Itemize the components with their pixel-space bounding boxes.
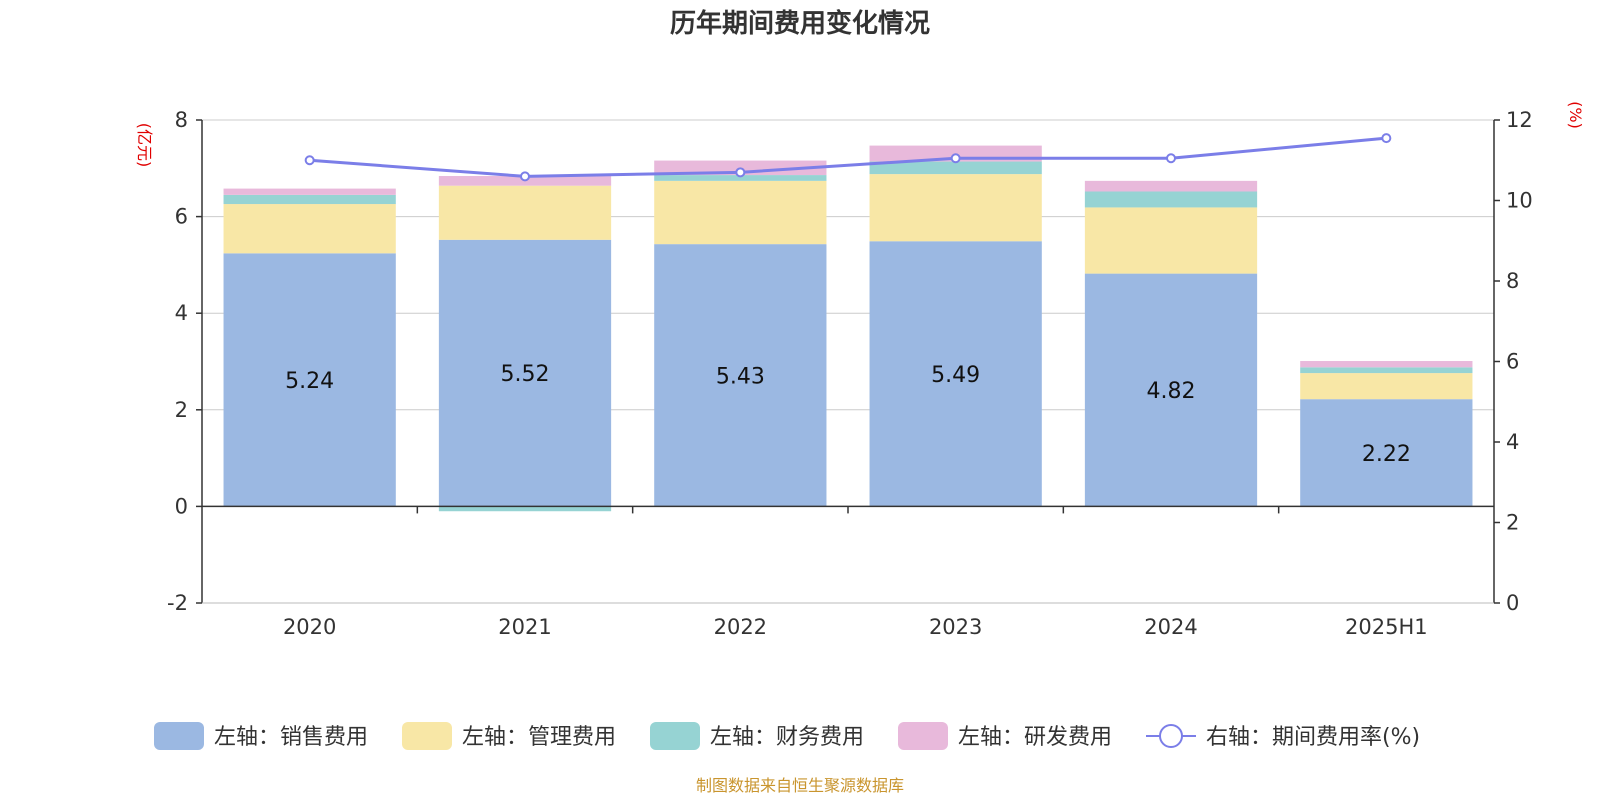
bars — [223, 145, 1473, 512]
bar-segment-2 — [654, 180, 827, 245]
bar-data-label: 5.43 — [716, 364, 765, 389]
bar-segment-4 — [1300, 361, 1473, 368]
category-label: 2024 — [1144, 615, 1197, 639]
right-tick-label: 2 — [1506, 511, 1519, 535]
legend-swatch-2 — [402, 722, 452, 750]
chart-title: 历年期间费用变化情况 — [670, 8, 930, 39]
bar-segment-2 — [1300, 373, 1473, 400]
legend: 左轴：销售费用 左轴：管理费用 左轴：财务费用 左轴：研发费用 右轴：期间费用率(%) — [154, 722, 1420, 750]
right-tick-label: 4 — [1506, 430, 1519, 454]
legend-label-4: 左轴：研发费用 — [958, 725, 1112, 750]
legend-swatch-1 — [154, 722, 204, 750]
legend-label-5: 右轴：期间费用率(%) — [1206, 725, 1420, 750]
bar-segment-2 — [1084, 207, 1258, 274]
right-tick-label: 12 — [1506, 108, 1533, 132]
left-tick-label: 0 — [175, 494, 188, 518]
bar-segment-1 — [1084, 273, 1258, 507]
rate-point — [1166, 153, 1176, 164]
bar-segment-4 — [1084, 180, 1258, 192]
category-label: 2022 — [714, 615, 767, 639]
rate-point — [950, 153, 961, 164]
data-labels: 5.24 5.52 5.43 5.49 4.82 2.22 — [285, 362, 1411, 467]
legend-label-2: 左轴：管理费用 — [462, 725, 616, 750]
left-tick-label: -2 — [167, 591, 188, 615]
legend-label-3: 左轴：财务费用 — [710, 725, 864, 750]
rate-point — [1381, 133, 1392, 144]
rate-line — [304, 133, 1392, 182]
bar-segment-2 — [223, 204, 396, 254]
bar-data-label: 2.22 — [1362, 442, 1411, 467]
bar-data-label: 5.52 — [501, 362, 550, 387]
bar-segment-3 — [654, 175, 827, 181]
category-label: 2020 — [283, 615, 336, 639]
legend-swatch-3 — [650, 722, 700, 750]
bar-segment-2 — [869, 174, 1042, 242]
right-tick-label: 6 — [1506, 350, 1519, 374]
right-tick-label: 10 — [1506, 189, 1533, 213]
right-tick-label: 8 — [1506, 269, 1519, 293]
bar-segment-2 — [438, 185, 612, 240]
rate-line-path — [309, 136, 1387, 178]
left-tick-label: 6 — [175, 205, 188, 229]
axes: -2 0 2 4 6 8 0 2 4 6 8 10 12 2020 2021 2022 2023 2024 2025… — [167, 108, 1533, 639]
bar-data-label: 4.82 — [1147, 379, 1196, 404]
rate-point — [520, 171, 530, 182]
left-tick-label: 4 — [175, 301, 188, 325]
rate-point — [735, 167, 746, 178]
left-axis-unit: (亿元) — [135, 123, 154, 168]
left-tick-label: 2 — [175, 398, 188, 422]
bar-segment-3 — [438, 506, 612, 512]
category-label: 2025H1 — [1345, 615, 1428, 639]
source-note: 制图数据来自恒生聚源数据库 — [696, 776, 904, 795]
rate-point — [304, 155, 315, 166]
category-label: 2023 — [929, 615, 982, 639]
legend-swatch-4 — [898, 722, 948, 750]
category-label: 2021 — [498, 615, 551, 639]
bar-segment-3 — [1300, 367, 1473, 374]
bar-segment-1 — [438, 239, 612, 507]
legend-label-1: 左轴：销售费用 — [214, 725, 368, 750]
right-tick-label: 0 — [1506, 591, 1519, 615]
right-axis-unit: (%) — [1566, 101, 1585, 129]
bar-segment-3 — [223, 194, 396, 205]
legend-marker — [1159, 724, 1183, 748]
bar-segment-1 — [223, 253, 396, 507]
bar-segment-1 — [869, 241, 1042, 507]
bar-segment-3 — [1084, 191, 1258, 208]
bar-data-label: 5.49 — [931, 363, 980, 388]
bar-segment-1 — [654, 244, 827, 507]
bar-segment-1 — [1300, 399, 1473, 507]
bar-segment-4 — [223, 188, 396, 195]
bar-segment-3 — [869, 161, 1042, 175]
left-tick-label: 8 — [175, 108, 188, 132]
bar-data-label: 5.24 — [285, 369, 334, 394]
